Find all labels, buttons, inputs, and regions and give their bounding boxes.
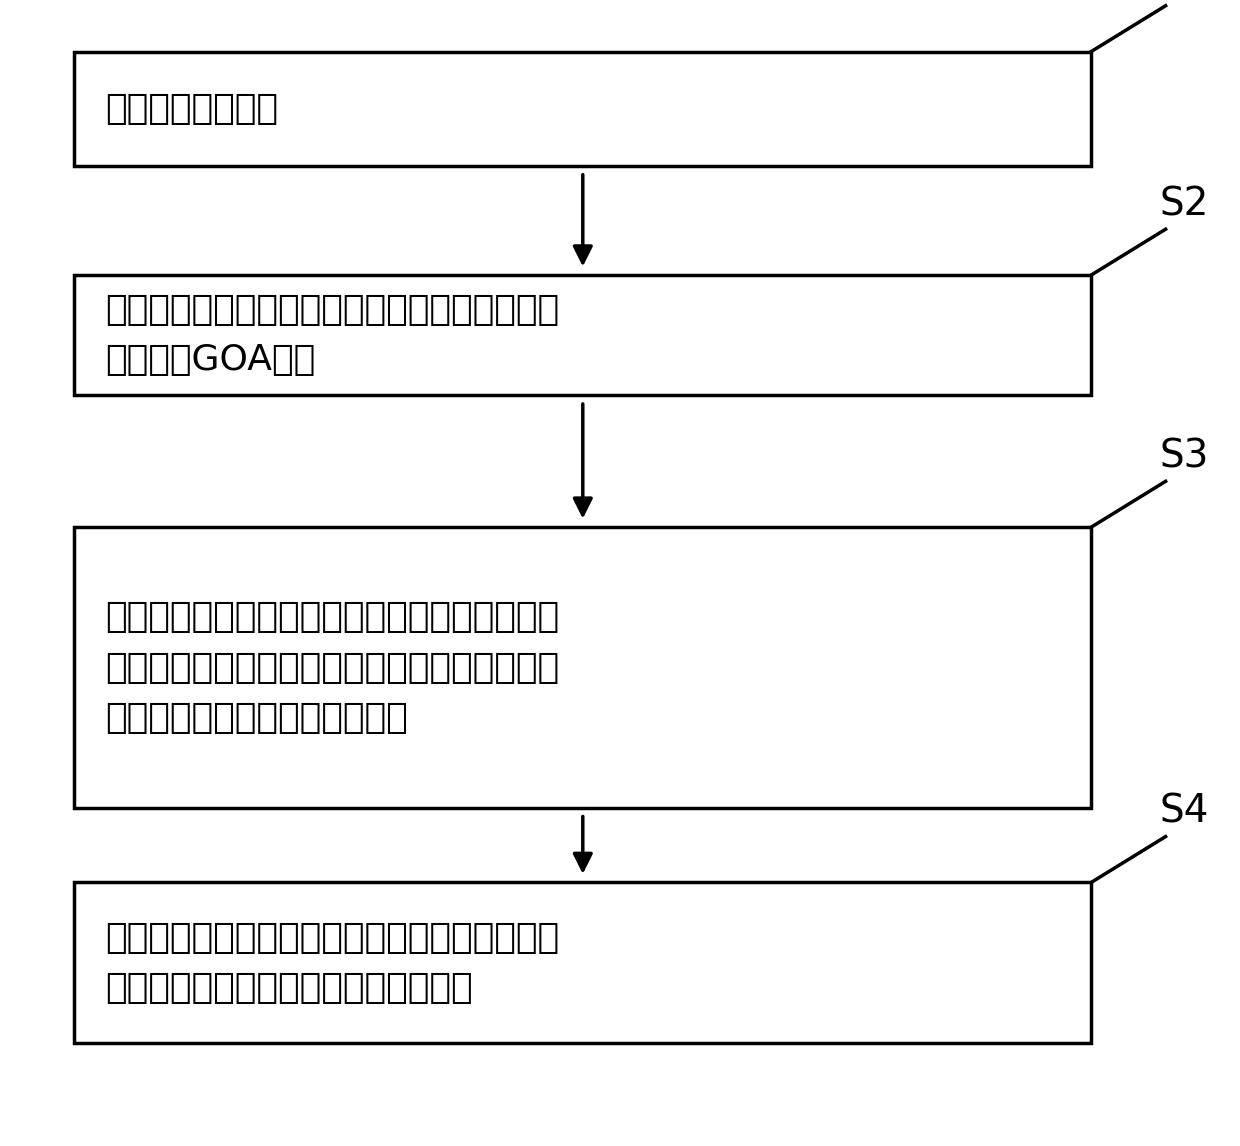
- Text: S2: S2: [1159, 186, 1209, 223]
- Text: 所述电流侦测单元在每一帧画面对应的多条时钟
信号中的最后一条时钟信号从低电平变为高电平
之前侦测每条时钟信号的电流值: 所述电流侦测单元在每一帧画面对应的多条时钟 信号中的最后一条时钟信号从低电平变为…: [105, 601, 559, 735]
- Bar: [74, 527, 1091, 808]
- Text: 所述电平转换器将每一帧画面对应的多条时钟信
号传输至GOA电路: 所述电平转换器将每一帧画面对应的多条时钟信 号传输至GOA电路: [105, 293, 559, 377]
- Text: S4: S4: [1159, 793, 1209, 831]
- Text: 所述保护触发单元在相邻两帧画面均侦测到电流
值大于一预设的阈值时关闭电平转换器: 所述保护触发单元在相邻两帧画面均侦测到电流 值大于一预设的阈值时关闭电平转换器: [105, 920, 559, 1005]
- Bar: [74, 882, 1091, 1043]
- Text: 提供液晶显示装置: 提供液晶显示装置: [105, 92, 279, 126]
- Bar: [74, 52, 1091, 166]
- Text: S3: S3: [1159, 438, 1209, 476]
- Bar: [74, 275, 1091, 395]
